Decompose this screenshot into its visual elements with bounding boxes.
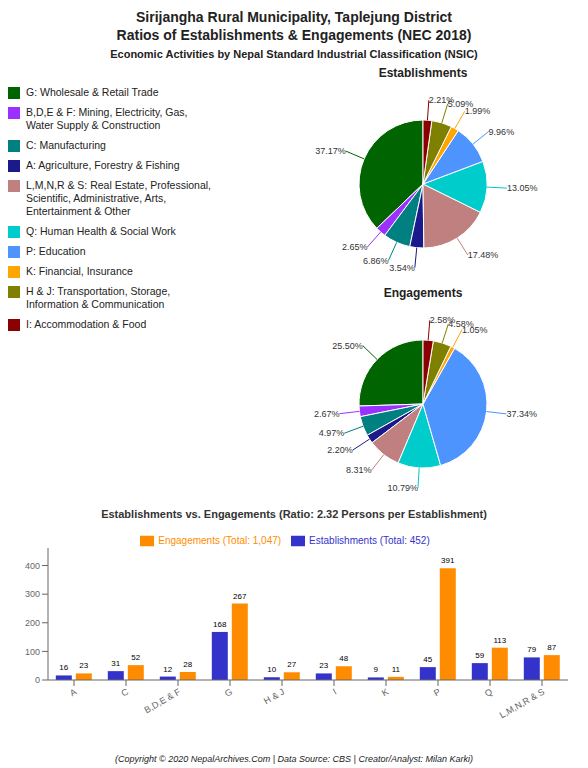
svg-text:2.21%: 2.21% [429,95,455,105]
svg-text:1.05%: 1.05% [462,324,488,335]
svg-text:2.58%: 2.58% [430,315,456,325]
svg-text:37.17%: 37.17% [315,146,346,156]
svg-text:P: P [432,687,442,699]
svg-text:9: 9 [374,665,379,674]
svg-text:H & J: H & J [262,687,286,707]
html-text:Establishments (Total: 452): Establishments (Total: 452) [309,534,430,546]
svg-text:1.99%: 1.99% [464,106,491,117]
html-text:Economic Activities by Nepal S: Economic Activities by Nepal Standard In… [110,48,478,60]
svg-text:28: 28 [183,660,192,669]
svg-text:4.97%: 4.97% [319,428,345,438]
html-text:H & J: Transportation, Storage: H & J: Transportation, Storage, Informat… [26,285,171,310]
svg-text:2.65%: 2.65% [342,242,368,252]
svg-text:10: 10 [267,665,276,674]
svg-text:8.31%: 8.31% [346,465,372,475]
html-text:C: Manufacturing: C: Manufacturing [26,139,106,151]
svg-text:168: 168 [213,620,227,629]
svg-text:87: 87 [547,643,556,652]
html-text:B,D,E & F: Mining, Electricity: B,D,E & F: Mining, Electricity, Gas, Wat… [26,106,188,131]
svg-text:79: 79 [527,645,536,654]
svg-text:5.09%: 5.09% [447,98,474,109]
svg-text:400: 400 [25,561,40,571]
html-text:(Copyright © 2020 NepalArchive: (Copyright © 2020 NepalArchives.Com | Da… [115,754,473,764]
html-text:G: Wholesale & Retail Trade: G: Wholesale & Retail Trade [26,86,159,98]
html-text:Sirijangha Rural Municipality,: Sirijangha Rural Municipality, Taplejung… [116,9,472,43]
svg-text:11: 11 [392,665,401,674]
svg-text:10.79%: 10.79% [387,483,418,493]
html-text:Q: Human Health & Social Work: Q: Human Health & Social Work [26,225,176,237]
svg-text:45: 45 [423,655,432,664]
svg-text:G: G [223,687,234,699]
svg-text:4.58%: 4.58% [448,318,474,329]
html-text:Establishments vs. Engagements: Establishments vs. Engagements (Ratio: 2… [101,508,487,520]
svg-text:23: 23 [319,661,328,670]
html-text:A: Agriculture, Forestry & Fis: A: Agriculture, Forestry & Fishing [26,159,180,171]
svg-text:2.20%: 2.20% [327,445,353,455]
svg-text:31: 31 [111,659,120,668]
svg-text:C: C [120,686,131,698]
html-text:L,M,N,R & S: Real Estate, Prof: L,M,N,R & S: Real Estate, Professional, … [26,179,211,217]
svg-text:267: 267 [233,592,247,601]
html-text:P: Education: P: Education [26,245,86,257]
html-text:Engagements: Engagements [383,286,463,300]
svg-text:I: I [331,687,338,697]
svg-text:52: 52 [131,653,140,662]
svg-text:3.54%: 3.54% [389,263,415,273]
svg-text:300: 300 [25,589,40,599]
svg-text:25.50%: 25.50% [332,341,363,351]
svg-text:200: 200 [25,618,40,628]
svg-text:48: 48 [339,654,348,663]
svg-text:100: 100 [25,647,40,657]
html-text:I: Accommodation & Food: I: Accommodation & Food [26,318,147,330]
svg-text:Q: Q [483,687,494,699]
svg-text:2.67%: 2.67% [314,409,340,419]
html-text:K: Financial, Insurance: K: Financial, Insurance [26,265,133,277]
svg-text:23: 23 [79,661,88,670]
svg-text:16: 16 [59,663,68,672]
svg-text:0: 0 [35,675,40,685]
html-text:Establishments: Establishments [378,66,468,80]
svg-text:37.34%: 37.34% [506,409,537,419]
svg-text:113: 113 [493,636,506,645]
html-text:Engagements (Total: 1,047): Engagements (Total: 1,047) [158,534,282,546]
svg-text:9.96%: 9.96% [489,127,515,137]
svg-text:27: 27 [287,660,296,669]
svg-text:K: K [380,687,390,699]
svg-text:B,D,E & F: B,D,E & F [143,686,183,715]
svg-text:L,M,N,R & S: L,M,N,R & S [498,687,546,721]
svg-text:6.86%: 6.86% [363,256,389,266]
svg-text:13.05%: 13.05% [507,183,538,193]
svg-text:59: 59 [475,651,484,660]
svg-text:17.48%: 17.48% [468,250,499,260]
svg-text:391: 391 [441,556,455,565]
svg-text:12: 12 [163,665,172,674]
svg-text:A: A [68,687,78,699]
